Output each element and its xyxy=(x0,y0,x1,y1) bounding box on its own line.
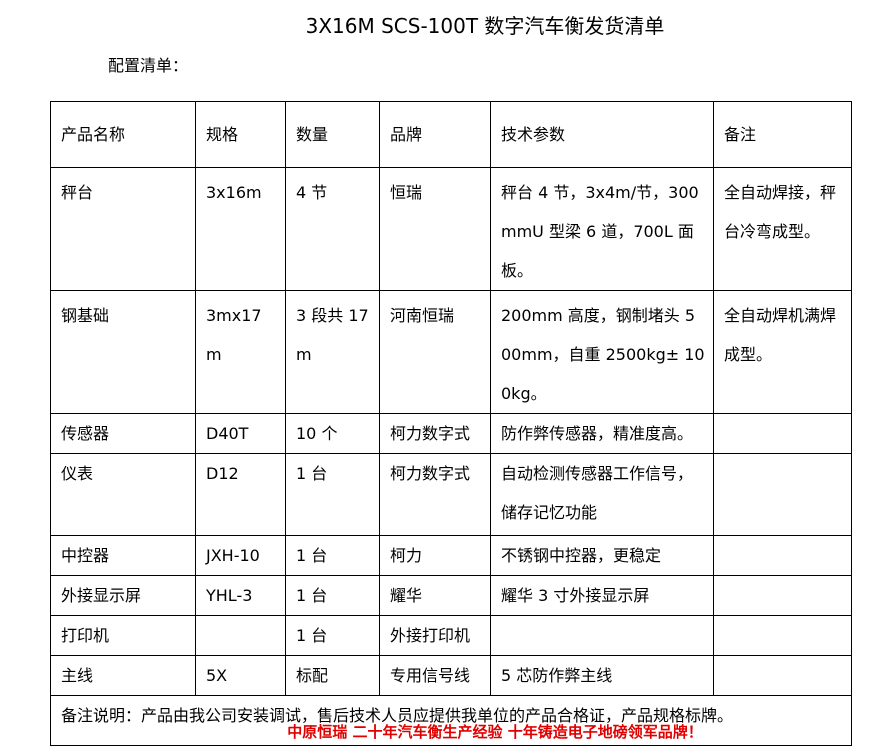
header-cell: 备注 xyxy=(713,101,852,168)
shipping-list-table: 产品名称 规格 数量 品牌 技术参数 备注 秤台 3x16m 4 节恒瑞 秤台 4 节… xyxy=(50,101,852,746)
table-cell: 秤台 4 节，3x4m/节，300mmU 型梁 6 道，700L 面板。 xyxy=(490,167,714,291)
table-cell xyxy=(713,413,852,454)
header-cell: 技术参数 xyxy=(490,101,714,168)
document-title: 3X16M SCS-100T 数字汽车衡发货清单 xyxy=(305,14,665,38)
table-cell: 外接打印机 xyxy=(379,615,491,656)
table-cell: 5 芯防作弊主线 xyxy=(490,655,714,696)
table-cell: 秤台 xyxy=(50,167,196,291)
table-cell: 恒瑞 xyxy=(379,167,491,291)
table-row: 外接显示屏 YHL-3 1 台耀华 耀华 3 寸外接显示屏 xyxy=(50,575,852,616)
table-cell: 钢基础 xyxy=(50,290,196,414)
table-cell: 河南恒瑞 xyxy=(379,290,491,414)
table-header-row: 产品名称 规格 数量 品牌 技术参数 备注 xyxy=(50,101,852,168)
table-cell: 打印机 xyxy=(50,615,196,656)
table-cell: 1 台 xyxy=(285,615,380,656)
table-cell: 传感器 xyxy=(50,413,196,454)
table-cell: D40T xyxy=(195,413,286,454)
table-cell: 标配 xyxy=(285,655,380,696)
header-cell: 数量 xyxy=(285,101,380,168)
table-row: 主线 5X 标配 专用信号线 5 芯防作弊主线 xyxy=(50,655,852,696)
table-cell: 1 台 xyxy=(285,535,380,576)
table-cell: 3x16m xyxy=(195,167,286,291)
table-cell: 5X xyxy=(195,655,286,696)
header-cell: 规格 xyxy=(195,101,286,168)
table-row: 传感器 D40T 10 个柯力数字式 防作弊传感器，精准度高。 xyxy=(50,413,852,454)
table-cell: 4 节 xyxy=(285,167,380,291)
table-cell: 中控器 xyxy=(50,535,196,576)
table-cell: 耀华 3 寸外接显示屏 xyxy=(490,575,714,616)
table-cell: 柯力数字式 xyxy=(379,413,491,454)
table-cell: 耀华 xyxy=(379,575,491,616)
footer-slogan: 中原恒瑞 二十年汽车衡生产经验 十年铸造电子地磅领军品牌！ xyxy=(287,723,703,741)
table-row: 中控器 JXH-10 1 台柯力 不锈钢中控器，更稳定 xyxy=(50,535,852,576)
table-cell: 自动检测传感器工作信号，储存记忆功能 xyxy=(490,453,714,536)
table-cell: 主线 xyxy=(50,655,196,696)
table-cell: 专用信号线 xyxy=(379,655,491,696)
note-cell: 备注说明：产品由我公司安装调试，售后技术人员应提供我单位的产品合格证，产品规格标… xyxy=(50,695,852,746)
table-cell: 200mm 高度，钢制堵头 500mm，自重 2500kg± 100kg。 xyxy=(490,290,714,414)
table-cell: 不锈钢中控器，更稳定 xyxy=(490,535,714,576)
table-cell: 10 个 xyxy=(285,413,380,454)
table-cell: 外接显示屏 xyxy=(50,575,196,616)
table-cell: 柯力数字式 xyxy=(379,453,491,536)
table-cell: YHL-3 xyxy=(195,575,286,616)
table-row: 打印机 1 台外接打印机 xyxy=(50,615,852,656)
table-cell xyxy=(195,615,286,656)
table-cell: 1 台 xyxy=(285,575,380,616)
table-cell xyxy=(713,535,852,576)
table-cell xyxy=(713,575,852,616)
table-cell xyxy=(713,615,852,656)
table-cell: 1 台 xyxy=(285,453,380,536)
note-row: 备注说明：产品由我公司安装调试，售后技术人员应提供我单位的产品合格证，产品规格标… xyxy=(50,695,852,746)
table-cell: 3 段共 17m xyxy=(285,290,380,414)
table-row: 秤台 3x16m 4 节恒瑞 秤台 4 节，3x4m/节，300mmU 型梁 6 道，… xyxy=(50,167,852,291)
config-list-label: 配置清单： xyxy=(108,56,189,75)
table-cell: JXH-10 xyxy=(195,535,286,576)
table-cell: 全自动焊机满焊成型。 xyxy=(713,290,852,414)
header-cell: 品牌 xyxy=(379,101,491,168)
table-cell xyxy=(713,453,852,536)
table-cell: 防作弊传感器，精准度高。 xyxy=(490,413,714,454)
table-cell: D12 xyxy=(195,453,286,536)
table-cell: 柯力 xyxy=(379,535,491,576)
table-row: 仪表 D12 1 台柯力数字式 自动检测传感器工作信号，储存记忆功能 xyxy=(50,453,852,536)
table-cell: 仪表 xyxy=(50,453,196,536)
table-cell xyxy=(713,655,852,696)
header-cell: 产品名称 xyxy=(50,101,196,168)
table-cell: 3mx17m xyxy=(195,290,286,414)
table-cell: 全自动焊接，秤台冷弯成型。 xyxy=(713,167,852,291)
table-row: 钢基础 3mx17m 3 段共 17m 河南恒瑞 200mm 高度，钢制堵头 500mm… xyxy=(50,290,852,414)
table-cell xyxy=(490,615,714,656)
